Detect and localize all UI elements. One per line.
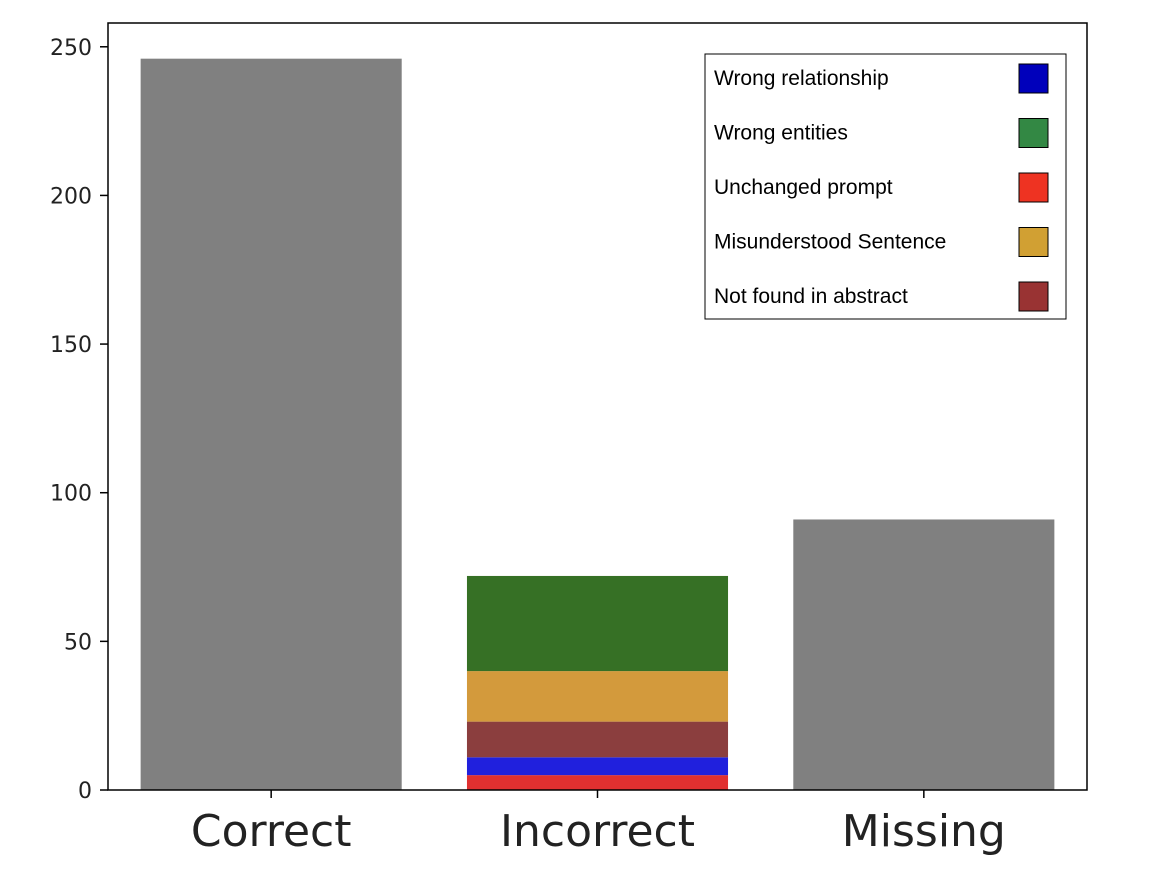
y-tick-label-0: 0 (78, 779, 92, 804)
legend-swatch-unchanged-prompt (1018, 172, 1049, 203)
bars-layer (140, 58, 1055, 790)
x-tick-label-correct: Correct (191, 806, 352, 857)
legend-swatch-not-found-in-abstract (1018, 281, 1049, 312)
y-tick-label-50: 50 (64, 630, 92, 655)
legend-box (704, 53, 1067, 320)
legend-label-misunderstood-sentence: Misunderstood Sentence (714, 231, 946, 254)
legend: Wrong relationship Wrong entities Unchange… (704, 53, 1067, 320)
bar-incorrect-wrong-relationship (466, 757, 729, 776)
x-axis: Correct Incorrect Missing (191, 790, 1006, 857)
bar-incorrect-misunderstood-sentence (466, 671, 729, 722)
x-tick-label-missing: Missing (842, 806, 1006, 857)
legend-swatch-wrong-relationship (1018, 63, 1049, 94)
legend-label-not-found-in-abstract: Not found in abstract (714, 285, 908, 308)
y-axis: 0 50 100 150 200 250 (50, 36, 108, 804)
legend-swatch-misunderstood-sentence (1018, 227, 1049, 257)
legend-label-unchanged-prompt: Unchanged prompt (714, 176, 893, 199)
bar-missing (793, 519, 1055, 790)
legend-swatch-wrong-entities (1018, 118, 1049, 148)
y-tick-label-200: 200 (50, 184, 92, 209)
bar-incorrect-unchanged-prompt (466, 775, 729, 790)
legend-label-wrong-relationship: Wrong relationship (714, 67, 889, 90)
bar-correct (140, 58, 402, 790)
x-tick-label-incorrect: Incorrect (500, 806, 695, 857)
y-tick-label-100: 100 (50, 482, 92, 507)
y-tick-label-150: 150 (50, 333, 92, 358)
bar-incorrect-wrong-entities (466, 575, 729, 672)
y-tick-label-250: 250 (50, 36, 92, 61)
legend-label-wrong-entities: Wrong entities (714, 122, 848, 145)
bar-incorrect-not-found-in-abstract (466, 721, 729, 758)
